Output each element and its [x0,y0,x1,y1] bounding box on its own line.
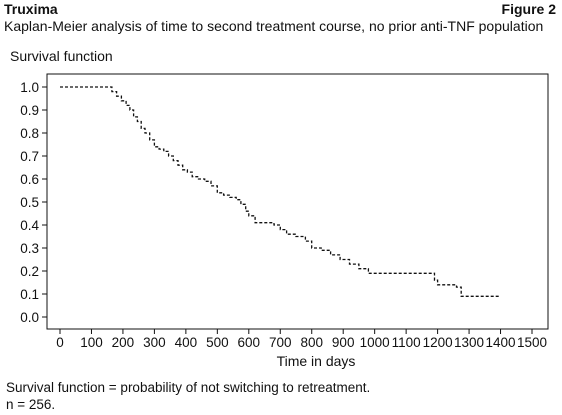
footnote-n: n = 256. [6,397,56,412]
x-tick-label: 1300 [454,335,484,350]
plot-frame [46,73,549,330]
x-tick-label: 1400 [486,335,516,350]
x-tick-label: 800 [300,335,323,350]
y-tick-label: 0.4 [20,218,39,233]
x-tick-label: 300 [143,335,166,350]
chart-subtitle: Kaplan-Meier analysis of time to second … [4,18,544,34]
x-ticks: 0 100 200 300 400 500 600 700 800 900 1000 1100 1200… [56,329,547,350]
x-tick-label: 500 [206,335,229,350]
header-row: Truxima Figure 2 [4,1,556,19]
x-tick-label: 900 [332,335,355,350]
x-tick-label: 0 [56,335,64,350]
x-tick-label: 600 [238,335,261,350]
x-tick-label: 1500 [517,335,547,350]
x-tick-label: 700 [269,335,292,350]
y-tick-label: 0.5 [20,195,39,210]
y-tick-label: 0.6 [20,172,39,187]
y-tick-label: 0.1 [20,287,39,302]
x-tick-label: 200 [112,335,135,350]
y-axis-label: Survival function [10,48,113,64]
x-tick-label: 1000 [360,335,390,350]
footnote-definition: Survival function = probability of not s… [6,380,371,395]
y-tick-label: 0.8 [20,126,39,141]
x-tick-label: 1200 [423,335,453,350]
figure-label: Figure 2 [501,1,556,17]
y-tick-label: 0.2 [20,264,39,279]
series-group [60,86,501,297]
x-axis-label: Time in days [277,353,356,369]
x-tick-label: 1100 [392,335,421,350]
y-ticks: 0.0 0.1 0.2 0.3 0.4 0.5 0.6 0.7 0.8 0.9 1.0 [20,80,47,325]
y-tick-label: 0.0 [20,310,39,325]
x-tick-label: 100 [80,335,103,350]
y-tick-label: 0.3 [20,241,39,256]
y-tick-label: 0.7 [20,149,39,164]
x-tick-label: 400 [175,335,198,350]
survival-curve [60,86,501,297]
y-tick-label: 1.0 [20,80,39,95]
brand-title: Truxima [4,1,58,17]
y-tick-label: 0.9 [20,103,39,118]
